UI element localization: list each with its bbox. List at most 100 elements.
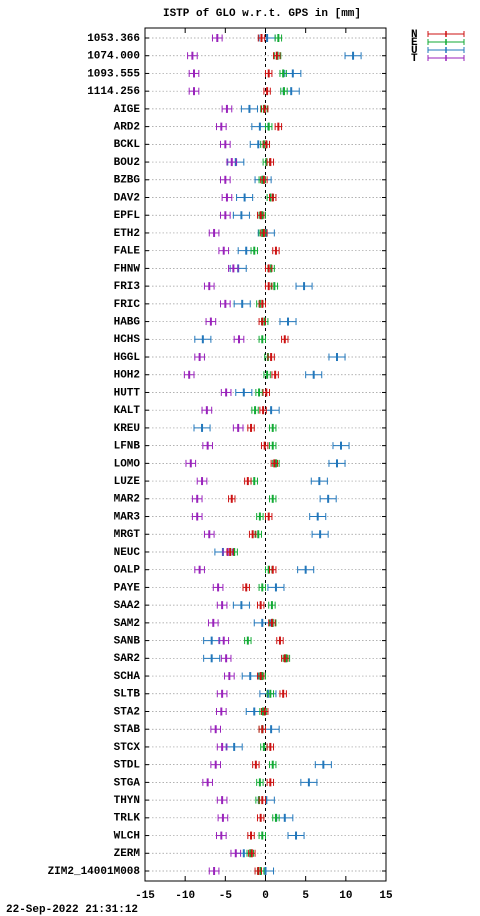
error-bar — [328, 459, 346, 468]
error-bar — [269, 423, 277, 432]
error-bar — [216, 796, 228, 805]
error-bar — [254, 867, 262, 875]
error-bar — [248, 849, 256, 858]
y-tick-label: PAYE — [114, 582, 141, 594]
error-bar — [272, 813, 280, 822]
y-tick-label: AIGE — [114, 104, 141, 116]
error-bar — [194, 335, 212, 344]
y-tick-label: STCX — [114, 742, 141, 754]
error-bar — [262, 140, 271, 149]
error-bar — [187, 51, 198, 60]
error-bar — [248, 530, 257, 539]
y-tick-label: HUTT — [114, 387, 141, 399]
y-tick-label: SAA2 — [114, 600, 140, 612]
y-tick-label: KREU — [114, 423, 140, 435]
error-bar — [328, 353, 346, 362]
error-bar — [253, 618, 271, 627]
error-bar — [266, 689, 275, 698]
y-tick-label: SLTB — [114, 689, 141, 701]
error-bar — [241, 672, 259, 681]
y-tick-label: 1053.366 — [87, 33, 140, 45]
error-bar — [188, 87, 200, 96]
error-bar — [216, 689, 228, 698]
error-bar — [267, 583, 285, 592]
y-tick-label: STAB — [114, 724, 141, 736]
error-bar — [280, 87, 288, 96]
y-tick-label: HCHS — [114, 334, 141, 346]
y-tick-label: MAR2 — [114, 494, 140, 506]
error-bar — [210, 725, 222, 734]
error-bar — [230, 849, 242, 858]
y-tick-label: FRIC — [114, 299, 141, 311]
error-bar — [211, 34, 223, 42]
y-tick-label: SAR2 — [114, 653, 140, 665]
error-bar — [258, 831, 266, 840]
error-bar — [260, 742, 268, 751]
error-bar — [215, 122, 227, 131]
error-bar — [226, 158, 238, 167]
error-bar — [203, 282, 215, 291]
error-bar — [295, 282, 313, 291]
error-bar — [259, 406, 267, 415]
error-bar — [258, 335, 266, 344]
error-bar — [263, 370, 271, 379]
error-bar — [196, 477, 208, 486]
error-bar — [260, 441, 269, 450]
error-bar — [217, 813, 229, 822]
error-bar — [220, 175, 231, 184]
error-bar — [232, 601, 250, 610]
error-bar — [300, 778, 318, 787]
x-tick-label: -15 — [135, 890, 155, 902]
y-tick-label: STA2 — [114, 706, 140, 718]
error-bar — [193, 423, 211, 432]
error-bar — [265, 282, 273, 291]
y-tick-label: TRLK — [114, 813, 141, 825]
error-bar — [310, 477, 328, 486]
error-bar — [252, 760, 260, 769]
legend-label: U — [411, 45, 418, 57]
error-bar — [233, 299, 251, 308]
error-bar — [203, 530, 215, 539]
x-tick-label: 15 — [379, 890, 393, 902]
y-tick-label: MAR3 — [114, 511, 141, 523]
y-tick-label: STDL — [114, 760, 141, 772]
error-bar — [244, 477, 252, 486]
error-bar — [265, 264, 273, 273]
error-bar — [269, 441, 277, 450]
error-bar — [344, 51, 362, 60]
error-bar — [265, 69, 273, 78]
error-bar — [194, 565, 205, 574]
error-bar — [201, 406, 213, 415]
error-bar — [205, 317, 217, 326]
y-tick-label: LOMO — [114, 458, 141, 470]
error-bar — [191, 494, 203, 503]
error-bar — [266, 742, 275, 751]
y-tick-label: LFNB — [114, 441, 141, 453]
error-bar — [242, 583, 250, 592]
y-tick-label: 1114.256 — [87, 86, 140, 98]
error-bar — [260, 228, 268, 237]
error-bar — [226, 547, 234, 556]
error-bar — [183, 370, 195, 379]
error-bar — [266, 158, 275, 167]
error-bar — [281, 654, 289, 663]
error-bar — [215, 707, 227, 716]
error-bar — [194, 353, 205, 362]
error-bar — [191, 512, 203, 521]
x-tick-label: -5 — [219, 890, 233, 902]
x-tick-label: -10 — [175, 890, 195, 902]
y-tick-label: ZIM2_14001M008 — [48, 866, 141, 878]
y-tick-label: ZERM — [114, 848, 141, 860]
error-bar — [240, 104, 258, 113]
y-tick-label: ARD2 — [114, 122, 140, 134]
error-bar — [279, 317, 297, 326]
error-bar — [208, 867, 220, 875]
y-tick-label: SAM2 — [114, 618, 140, 630]
error-bar — [266, 778, 275, 787]
timestamp: 22-Sep-2022 21:31:12 — [6, 904, 138, 916]
y-tick-label: HGGL — [114, 352, 141, 364]
error-bar — [220, 654, 232, 663]
error-bar — [256, 601, 265, 610]
error-bar — [319, 494, 337, 503]
